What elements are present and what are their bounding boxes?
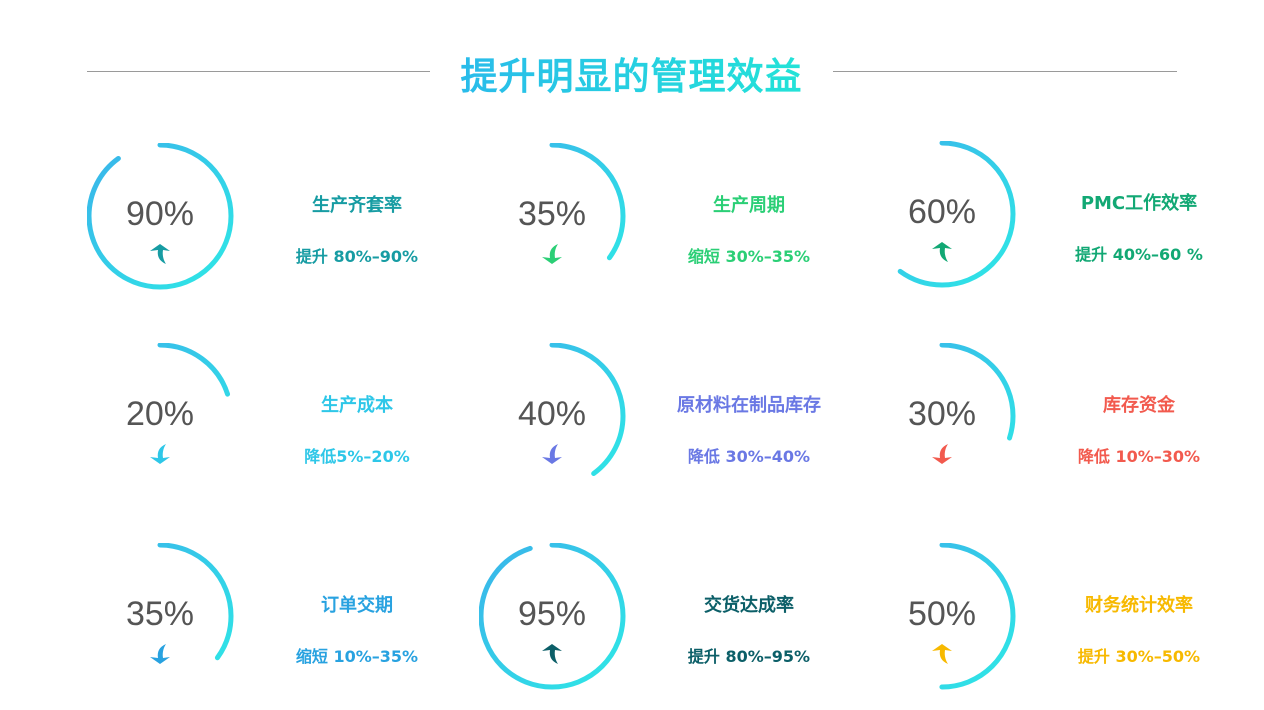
progress-arc [869, 543, 1016, 690]
metric-card: 35% 订单交期 缩短 10%–35% [87, 543, 447, 703]
arrow-down-icon [542, 444, 562, 464]
progress-arc [87, 143, 234, 290]
metric-description: 提升 40%–60 % [1075, 245, 1203, 264]
arrow-up-icon [932, 242, 952, 262]
progress-ring [869, 141, 1016, 288]
percent-value: 95% [517, 595, 587, 633]
metric-description: 缩短 30%–35% [687, 247, 811, 266]
metric-name: PMC工作效率 [1080, 193, 1198, 214]
metric-name: 生产周期 [713, 195, 785, 216]
progress-ring [479, 143, 626, 290]
metric-card: 40% 原材料在制品库存 降低 30%–40% [479, 343, 839, 503]
progress-ring [479, 343, 626, 490]
metric-card: 20% 生产成本 降低5%–20% [87, 343, 447, 503]
progress-ring [479, 543, 626, 690]
arrow-down-icon [150, 444, 170, 464]
metric-name: 财务统计效率 [1085, 595, 1193, 616]
arrow-up-icon [150, 244, 170, 264]
metric-card: 95% 交货达成率 提升 80%–95% [479, 543, 839, 703]
percent-value: 40% [517, 395, 587, 433]
progress-arc [869, 141, 1016, 288]
arrow-down-icon [932, 444, 952, 464]
metric-description: 提升 80%–95% [687, 647, 811, 666]
progress-ring [869, 543, 1016, 690]
metric-name: 生产齐套率 [312, 195, 402, 216]
metric-name: 生产成本 [321, 395, 393, 416]
progress-ring [87, 343, 234, 490]
progress-arc [479, 343, 626, 490]
metric-name: 原材料在制品库存 [677, 395, 821, 416]
percent-value: 30% [907, 395, 977, 433]
title-divider-right [833, 71, 1177, 72]
percent-value: 35% [125, 595, 195, 633]
percent-value: 50% [907, 595, 977, 633]
progress-arc [479, 543, 626, 690]
progress-arc [869, 343, 1016, 490]
arrow-down-icon [542, 244, 562, 264]
metric-card: 50% 财务统计效率 提升 30%–50% [869, 543, 1229, 703]
metric-description: 降低 10%–30% [1077, 447, 1201, 466]
percent-value: 90% [125, 195, 195, 233]
metric-description: 降低 30%–40% [687, 447, 811, 466]
metric-name: 库存资金 [1103, 395, 1175, 416]
metric-name: 订单交期 [321, 595, 393, 616]
metric-card: 60% PMC工作效率 提升 40%–60 % [869, 141, 1229, 301]
progress-arc [87, 343, 234, 490]
percent-value: 35% [517, 195, 587, 233]
metric-description: 提升 80%–90% [295, 247, 419, 266]
metric-card: 90% 生产齐套率 提升 80%–90% [87, 143, 447, 303]
title-divider-left [87, 71, 430, 72]
progress-arc [479, 143, 626, 290]
metric-card: 30% 库存资金 降低 10%–30% [869, 343, 1229, 503]
percent-value: 20% [125, 395, 195, 433]
metric-description: 缩短 10%–35% [295, 647, 419, 666]
progress-arc [87, 543, 234, 690]
arrow-down-icon [150, 644, 170, 664]
arrow-up-icon [542, 644, 562, 664]
percent-value: 60% [907, 193, 977, 231]
arrow-up-icon [932, 644, 952, 664]
metric-name: 交货达成率 [704, 595, 794, 616]
page-title: 提升明显的管理效益 [430, 46, 833, 100]
metric-description: 提升 30%–50% [1077, 647, 1201, 666]
metric-description: 降低5%–20% [304, 447, 410, 466]
metric-card: 35% 生产周期 缩短 30%–35% [479, 143, 839, 303]
progress-ring [869, 343, 1016, 490]
progress-ring [87, 543, 234, 690]
progress-ring [87, 143, 234, 290]
